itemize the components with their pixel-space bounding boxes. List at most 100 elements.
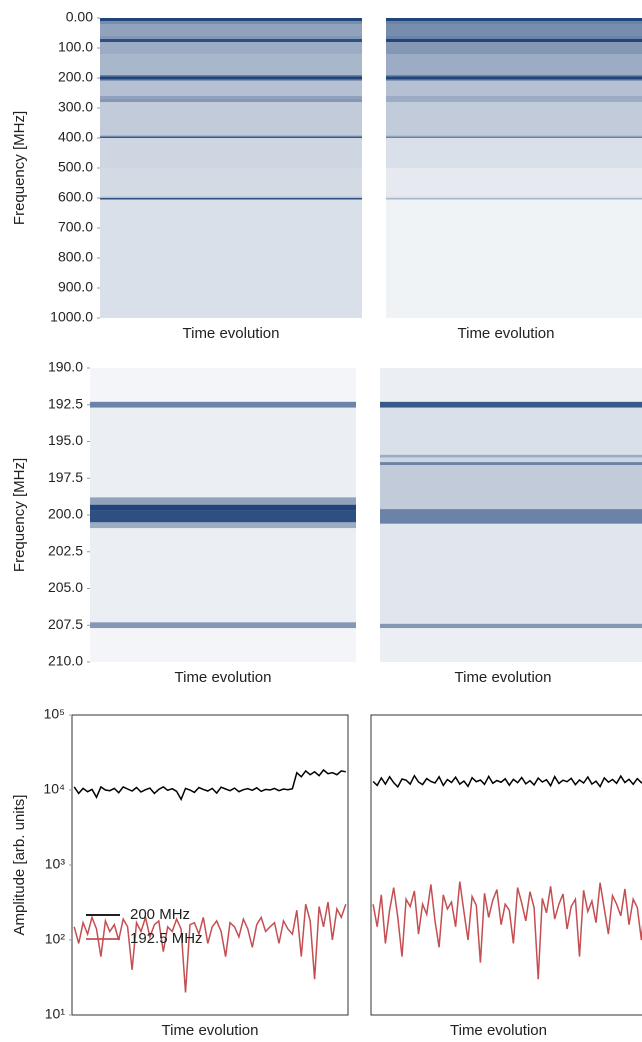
line-series xyxy=(372,881,642,980)
heatmap-row xyxy=(380,523,642,624)
heatmap-row xyxy=(100,198,362,200)
heatmap-row xyxy=(100,75,362,77)
y-tick-label: 205.0 xyxy=(48,579,83,595)
x-axis-label: Time evolution xyxy=(162,1022,259,1039)
y-tick-label: 600.0 xyxy=(58,189,93,205)
heatmap-row xyxy=(100,102,362,135)
y-tick-label: 700.0 xyxy=(58,219,93,235)
heatmap-row xyxy=(90,628,356,662)
heatmap-row xyxy=(380,407,642,455)
heatmap-row xyxy=(100,24,362,36)
x-axis-label: Time evolution xyxy=(458,325,555,342)
y-axis-label: Frequency [MHz] xyxy=(11,111,28,225)
y-tick-label: 1000.0 xyxy=(50,309,93,325)
heatmap-row xyxy=(380,368,642,402)
y-tick-label: 0.00 xyxy=(66,9,93,25)
y-tick-label: 800.0 xyxy=(58,249,93,265)
heatmap-row xyxy=(100,21,362,24)
heatmap-row xyxy=(100,135,362,137)
heatmap-row xyxy=(100,196,362,198)
heatmap-row xyxy=(386,136,642,138)
heatmap-row xyxy=(386,36,642,39)
line-series xyxy=(73,901,347,993)
heatmap-row xyxy=(100,96,362,99)
heatmap-row xyxy=(100,138,362,168)
heatmap-row xyxy=(100,81,362,96)
heatmap-row xyxy=(90,368,356,402)
heatmap-row xyxy=(386,75,642,77)
heatmap-row xyxy=(386,168,642,197)
y-tick-label: 195.0 xyxy=(48,432,83,448)
heatmap-row xyxy=(386,135,642,137)
heatmap-row xyxy=(90,528,356,623)
heatmap-row xyxy=(100,76,362,80)
plot-frame xyxy=(370,714,642,1016)
y-tick-label: 500.0 xyxy=(58,159,93,175)
heatmap-row xyxy=(386,21,642,24)
heatmap-row xyxy=(100,99,362,102)
heatmap-row xyxy=(386,39,642,42)
y-tick-label: 400.0 xyxy=(58,129,93,145)
y-tick-label: 207.5 xyxy=(48,616,83,632)
heatmap-row xyxy=(386,102,642,135)
y-tick-label: 900.0 xyxy=(58,279,93,295)
y-tick-label: 10¹ xyxy=(45,1006,66,1022)
heatmap-row xyxy=(380,454,642,458)
heatmap-row xyxy=(386,54,642,75)
heatmap-row xyxy=(386,42,642,54)
heatmap-row xyxy=(386,24,642,36)
y-tick-label: 197.5 xyxy=(48,469,83,485)
line-series xyxy=(73,768,346,802)
heatmap-row xyxy=(386,196,642,198)
line-series xyxy=(372,774,642,789)
x-axis-label: Time evolution xyxy=(175,669,272,686)
x-axis-label: Time evolution xyxy=(455,669,552,686)
heatmap-row xyxy=(380,465,642,510)
heatmap-row xyxy=(90,622,356,629)
heatmap-row xyxy=(386,198,642,200)
heatmap-row xyxy=(100,18,362,21)
y-tick-label: 100.0 xyxy=(58,39,93,55)
y-tick-label: 200.0 xyxy=(58,69,93,85)
heatmap-row xyxy=(100,79,362,81)
y-tick-label: 210.0 xyxy=(48,653,83,669)
heatmap-row xyxy=(90,504,356,511)
heatmap-row xyxy=(386,199,642,318)
y-tick-label: 10² xyxy=(45,931,66,947)
heatmap-row xyxy=(90,510,356,523)
heatmap-row xyxy=(386,99,642,102)
heatmap-row xyxy=(100,36,362,39)
heatmap-row xyxy=(100,39,362,42)
legend-label: 200 MHz xyxy=(130,906,190,923)
y-tick-label: 200.0 xyxy=(48,506,83,522)
y-tick-label: 202.5 xyxy=(48,542,83,558)
y-tick-label: 300.0 xyxy=(58,99,93,115)
y-tick-label: 192.5 xyxy=(48,395,83,411)
y-tick-label: 190.0 xyxy=(48,359,83,375)
legend-label: 192.5 MHz xyxy=(130,930,203,947)
heatmap-row xyxy=(100,168,362,197)
y-tick-label: 10⁵ xyxy=(44,706,65,722)
heatmap-row xyxy=(90,522,356,529)
x-axis-label: Time evolution xyxy=(183,325,280,342)
heatmap-row xyxy=(90,497,356,505)
heatmap-row xyxy=(386,79,642,81)
heatmap-row xyxy=(380,462,642,466)
heatmap-row xyxy=(380,623,642,629)
plot-frame xyxy=(71,714,349,1016)
heatmap-row xyxy=(100,199,362,318)
heatmap-row xyxy=(386,76,642,80)
x-axis-label: Time evolution xyxy=(450,1022,547,1039)
heatmap-row xyxy=(380,401,642,408)
heatmap-row xyxy=(100,54,362,75)
y-tick-label: 10⁴ xyxy=(43,781,65,797)
heatmap-row xyxy=(100,136,362,138)
heatmap-row xyxy=(386,138,642,168)
heatmap-row xyxy=(386,81,642,96)
heatmap-row xyxy=(100,42,362,54)
y-tick-label: 10³ xyxy=(45,856,66,872)
heatmap-row xyxy=(90,401,356,408)
heatmap-row xyxy=(380,457,642,463)
heatmap-row xyxy=(386,18,642,21)
